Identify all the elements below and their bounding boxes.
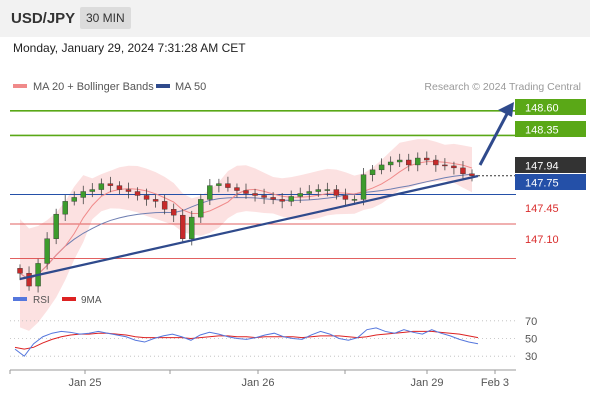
candle-body bbox=[189, 216, 195, 239]
candle-body bbox=[460, 167, 466, 174]
rsi-ma9-line bbox=[14, 330, 479, 350]
candle-body bbox=[261, 195, 267, 198]
ma9-legend-label: 9MA bbox=[81, 295, 102, 306]
candle-body bbox=[89, 189, 96, 192]
rsi-tick-label: 70 bbox=[525, 316, 537, 328]
candle-body bbox=[424, 157, 430, 161]
rsi-legend-swatch bbox=[13, 297, 27, 301]
rsi-line bbox=[14, 327, 479, 357]
candle-body bbox=[143, 195, 150, 200]
rsi-tick-label: 50 bbox=[525, 334, 537, 346]
level-r2: 148.60 bbox=[515, 99, 586, 115]
projection-arrow-line bbox=[478, 111, 510, 166]
candle-body bbox=[98, 183, 105, 190]
candle-body bbox=[216, 183, 222, 186]
ma50-legend-swatch bbox=[156, 84, 170, 88]
candle-body bbox=[378, 164, 385, 171]
bollinger-band bbox=[20, 139, 472, 331]
candle-body bbox=[369, 169, 376, 175]
candle-body bbox=[406, 159, 412, 166]
candle-body bbox=[360, 174, 367, 200]
candle-body bbox=[116, 185, 123, 190]
candle-body bbox=[451, 165, 457, 169]
candle-body bbox=[180, 214, 186, 239]
candle-body bbox=[170, 209, 177, 216]
timeframe-badge[interactable]: 30 MIN bbox=[80, 7, 131, 29]
candle-body bbox=[71, 197, 77, 202]
rsi-legend-label: RSI bbox=[33, 295, 50, 306]
candle-body bbox=[134, 191, 141, 196]
candle-body bbox=[315, 189, 322, 192]
candle-body bbox=[225, 183, 231, 188]
level-s1-label: 147.45 bbox=[525, 203, 559, 215]
projection-arrow-head bbox=[498, 102, 514, 117]
candle-body bbox=[387, 161, 394, 166]
credit-text: Research © 2024 Trading Central bbox=[424, 81, 581, 93]
x-tick-label: Jan 25 bbox=[68, 377, 101, 389]
x-tick-label: Jan 29 bbox=[410, 377, 443, 389]
candle-body bbox=[342, 195, 349, 200]
level-s2-label: 147.10 bbox=[525, 234, 559, 246]
ma9-legend-swatch bbox=[62, 297, 76, 301]
candle-body bbox=[207, 185, 213, 200]
candle-body bbox=[26, 273, 32, 287]
level-pivot-label: 147.75 bbox=[525, 178, 559, 190]
candle-body bbox=[198, 199, 204, 218]
candle-body bbox=[107, 183, 114, 186]
candle-body bbox=[270, 197, 276, 200]
candle-body bbox=[17, 268, 23, 274]
level-pivot: 147.75 bbox=[515, 174, 586, 190]
level-r1-label: 148.35 bbox=[525, 125, 559, 137]
x-tick-label: Jan 26 bbox=[241, 377, 274, 389]
candle-body bbox=[433, 159, 439, 166]
ma50-legend-label: MA 50 bbox=[175, 81, 206, 93]
x-tick-label: Feb 3 bbox=[481, 377, 509, 389]
candle-body bbox=[351, 199, 358, 201]
candle-body bbox=[252, 193, 258, 196]
candle-body bbox=[53, 213, 59, 239]
candle-body bbox=[152, 199, 159, 202]
ma20-legend-label: MA 20 + Bollinger Bands bbox=[33, 81, 154, 93]
candle-body bbox=[44, 238, 50, 264]
rsi-tick-label: 30 bbox=[525, 351, 537, 363]
level-r1: 148.35 bbox=[515, 121, 586, 137]
candle-body bbox=[279, 199, 285, 202]
candle-body bbox=[469, 173, 475, 176]
candle-body bbox=[415, 157, 421, 166]
candle-body bbox=[306, 191, 312, 194]
timestamp: Monday, January 29, 2024 7:31:28 AM CET bbox=[13, 41, 246, 55]
candle-body bbox=[243, 190, 249, 194]
candle-body bbox=[442, 164, 448, 167]
candle-body bbox=[396, 159, 403, 163]
candle-body bbox=[324, 189, 331, 191]
candle-body bbox=[297, 193, 303, 197]
candle-body bbox=[125, 189, 132, 192]
candle-body bbox=[333, 189, 340, 196]
uptrend-line bbox=[19, 174, 479, 281]
level-last-label: 147.94 bbox=[525, 161, 559, 173]
candle-body bbox=[234, 187, 240, 191]
candle-body bbox=[62, 201, 68, 215]
level-last: 147.94 bbox=[515, 157, 586, 173]
level-r2-label: 148.60 bbox=[525, 103, 559, 115]
candle-body bbox=[80, 191, 86, 198]
candle-body bbox=[288, 196, 294, 202]
candle-body bbox=[161, 201, 168, 210]
pair-title: USD/JPY bbox=[11, 10, 76, 27]
ma20-legend-swatch bbox=[13, 84, 27, 88]
